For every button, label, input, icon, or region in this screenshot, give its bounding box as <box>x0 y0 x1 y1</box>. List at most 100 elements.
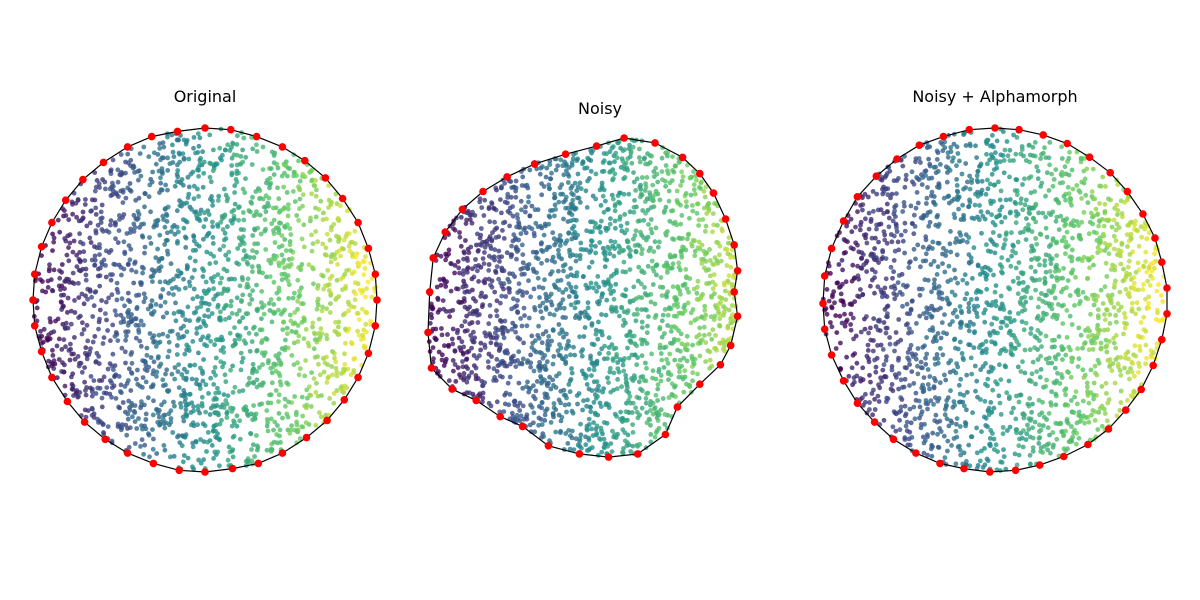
scatter-point <box>1085 384 1090 390</box>
scatter-point <box>464 390 470 396</box>
scatter-point <box>134 304 140 310</box>
scatter-point <box>494 341 499 346</box>
scatter-point <box>452 227 458 233</box>
scatter-point <box>306 262 312 268</box>
scatter-point <box>278 220 283 226</box>
scatter-point <box>184 263 190 268</box>
scatter-point <box>651 198 656 204</box>
scatter-point <box>566 210 572 216</box>
scatter-point <box>196 194 202 199</box>
scatter-point <box>619 384 624 390</box>
scatter-point <box>324 306 329 312</box>
scatter-point <box>509 326 515 332</box>
scatter-point <box>992 289 998 295</box>
scatter-point <box>634 307 640 312</box>
scatter-point <box>590 433 596 438</box>
scatter-point <box>665 153 670 159</box>
scatter-point <box>252 227 258 233</box>
scatter-point <box>1011 132 1016 138</box>
scatter-point <box>106 295 111 301</box>
scatter-point <box>106 229 112 235</box>
scatter-point <box>225 288 231 294</box>
scatter-point <box>998 188 1004 194</box>
scatter-point <box>602 252 608 258</box>
scatter-point <box>696 297 701 302</box>
scatter-point <box>201 236 206 242</box>
scatter-point <box>608 238 614 244</box>
scatter-point <box>154 451 160 456</box>
scatter-point <box>232 325 237 330</box>
scatter-point <box>213 390 219 396</box>
scatter-point <box>618 145 623 151</box>
scatter-point <box>620 323 626 328</box>
scatter-point <box>1014 192 1020 198</box>
scatter-point <box>515 298 520 303</box>
scatter-point <box>924 351 930 357</box>
scatter-point <box>195 294 200 300</box>
scatter-point <box>575 401 580 407</box>
scatter-point <box>957 339 963 345</box>
scatter-point <box>103 299 109 305</box>
scatter-point <box>281 319 287 325</box>
scatter-point <box>486 205 492 210</box>
scatter-point <box>691 361 697 367</box>
scatter-point <box>659 155 665 161</box>
scatter-point <box>1092 363 1098 369</box>
scatter-point <box>308 393 314 398</box>
scatter-point <box>136 416 141 421</box>
scatter-point <box>505 380 511 386</box>
scatter-point <box>614 270 619 276</box>
scatter-point <box>593 250 599 256</box>
scatter-point <box>260 167 266 173</box>
scatter-point <box>1136 243 1142 249</box>
scatter-point <box>243 154 249 160</box>
scatter-point <box>645 234 651 240</box>
scatter-point <box>210 203 216 208</box>
scatter-point <box>325 268 331 273</box>
scatter-point <box>480 383 485 389</box>
scatter-point <box>1002 147 1008 153</box>
scatter-point <box>99 298 104 303</box>
scatter-point <box>320 304 325 310</box>
scatter-point <box>652 405 658 410</box>
scatter-point <box>691 286 697 292</box>
scatter-point <box>657 197 663 203</box>
scatter-point <box>118 312 124 318</box>
scatter-point <box>982 319 988 325</box>
scatter-point <box>203 323 209 329</box>
scatter-point <box>141 451 147 457</box>
scatter-point <box>201 318 206 324</box>
scatter-point <box>181 157 187 162</box>
hull-vertex <box>373 296 381 304</box>
scatter-point <box>1122 315 1128 320</box>
scatter-point <box>532 307 538 313</box>
scatter-point <box>599 449 605 455</box>
scatter-point <box>653 225 659 231</box>
scatter-point <box>54 343 60 349</box>
hull-vertex <box>228 464 237 473</box>
scatter-point <box>691 182 697 188</box>
scatter-point <box>119 345 125 351</box>
scatter-point <box>475 248 481 254</box>
scatter-point <box>435 309 441 315</box>
scatter-point <box>198 304 204 309</box>
scatter-point <box>122 303 127 309</box>
scatter-point <box>974 425 979 431</box>
scatter-point <box>585 305 591 311</box>
scatter-point <box>593 396 599 401</box>
scatter-point <box>623 287 629 292</box>
scatter-point <box>672 219 678 225</box>
scatter-point <box>573 436 579 442</box>
scatter-point <box>273 388 279 393</box>
scatter-point <box>111 367 116 373</box>
scatter-point <box>344 268 349 273</box>
scatter-point <box>310 320 316 326</box>
scatter-point <box>637 146 642 152</box>
scatter-point <box>528 364 533 370</box>
scatter-point <box>324 380 330 385</box>
scatter-point <box>203 409 209 415</box>
scatter-point <box>725 278 731 284</box>
scatter-point <box>76 315 81 320</box>
scatter-point <box>240 147 246 153</box>
scatter-point <box>883 330 889 336</box>
